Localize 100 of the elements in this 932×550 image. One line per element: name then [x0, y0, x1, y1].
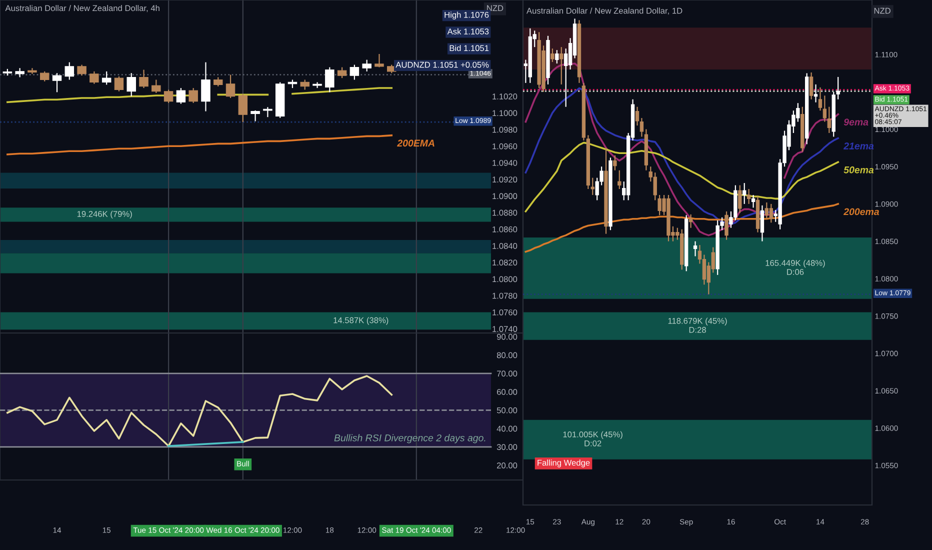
candlestick: [28, 68, 37, 74]
text: Australian Dollar / New Zealand Dollar, 4h: [5, 4, 160, 12]
candlestick: [325, 66, 334, 93]
candlestick: [836, 76, 840, 100]
candlestick: [818, 86, 822, 112]
candlestick: [312, 82, 322, 89]
series-label: 200ema: [843, 208, 880, 216]
candlestick: [769, 203, 773, 224]
series-label: 21ema: [843, 142, 874, 150]
y-tick-label: 90.00: [496, 334, 518, 340]
annotation: High 1.1076: [444, 12, 489, 20]
candlestick: [550, 48, 554, 63]
band-label: 14.587K (38%): [334, 317, 388, 325]
candlestick: [688, 214, 693, 228]
y-tick-label: 20.00: [497, 462, 518, 468]
candlestick: [263, 106, 272, 118]
candlestick: [201, 62, 210, 112]
candlestick: [613, 154, 617, 171]
candlestick: [40, 70, 50, 82]
candlestick: [560, 46, 564, 85]
y-tick-label: 30.00: [496, 444, 518, 450]
band-label: 19.246K (79%): [77, 210, 132, 219]
annotation: AUDNZD 1.1051 +0.05%: [396, 62, 489, 68]
candlestick: [362, 59, 372, 72]
series-label: 50ema: [844, 166, 874, 174]
candlestick: [702, 254, 706, 286]
y-tick-label: 1.0940: [492, 160, 518, 166]
y-tick-label: 40.00: [496, 426, 518, 432]
y-tick-label: 1.0900: [492, 193, 518, 200]
candlestick: [746, 188, 751, 204]
candlestick: [238, 93, 248, 123]
y-tick-label: 70.00: [497, 370, 518, 377]
candlestick: [618, 170, 622, 190]
candlestick: [724, 210, 728, 240]
y-tick-label: 60.00: [497, 389, 518, 395]
candlestick: [250, 110, 260, 122]
candlestick: [300, 79, 310, 90]
candlestick: [764, 202, 769, 220]
y-tick-label: 80.00: [496, 352, 518, 358]
y-tick-label: 1.0820: [492, 260, 518, 266]
candlestick: [653, 172, 657, 201]
y-tick-label: 1.0780: [492, 292, 518, 299]
candlestick: [374, 53, 384, 68]
annotation: Ask 1.1053: [447, 28, 489, 34]
candlestick: [52, 72, 62, 93]
candlestick: [337, 66, 347, 79]
line-series: [524, 203, 839, 253]
series-label: 200EMA: [397, 140, 434, 147]
candlestick: [590, 177, 594, 196]
y-tick-label: 1.0800: [492, 276, 518, 282]
y-tick-label: 50.00: [496, 407, 518, 414]
candlestick: [751, 194, 756, 208]
band-label: 101.005K (45%) D:02: [563, 431, 622, 446]
candlestick: [555, 49, 559, 64]
y-tick-label: 1.0960: [492, 143, 518, 150]
y-tick-label: 1.0880: [492, 210, 518, 216]
y-tick-label: 1.1020: [492, 94, 518, 100]
candlestick: [15, 68, 24, 78]
y-tick-label: 1.1000: [492, 110, 518, 116]
candlestick: [809, 72, 814, 100]
candlestick: [164, 89, 174, 104]
annotation: Bullish RSI Divergence 2 days ago.: [334, 434, 486, 444]
candlestick: [760, 204, 764, 242]
candlestick: [738, 184, 742, 214]
y-tick-label: 1.0760: [492, 309, 518, 316]
candlestick: [742, 182, 746, 204]
candlestick: [114, 76, 124, 92]
candlestick: [214, 76, 223, 87]
band-label: 165.449K (48%) D:06: [766, 260, 825, 275]
candlestick: [640, 117, 644, 138]
candlestick: [814, 84, 818, 103]
candlestick: [176, 87, 186, 104]
candlestick: [102, 70, 112, 86]
annotation: Bid 1.1051: [450, 44, 489, 52]
candlestick: [827, 106, 831, 134]
annotation: Falling Wedge: [538, 460, 590, 468]
y-tick-label: 1.0860: [492, 226, 518, 232]
line-series: [6, 134, 393, 156]
band-label: 118.679K (45%) D:28: [668, 318, 727, 333]
candlestick: [139, 69, 148, 89]
candlestick: [635, 106, 640, 126]
candlestick: [188, 87, 198, 104]
y-tick-label: 1.0840: [492, 243, 518, 249]
text: Australian Dollar / New Zealand Dollar, 1D: [526, 8, 682, 15]
candlestick: [226, 74, 236, 99]
series-label: 9ema: [844, 118, 868, 126]
y-axis-title: NZD: [487, 5, 504, 12]
candlestick: [64, 62, 74, 80]
y-tick-label: 1.0740: [492, 326, 518, 332]
candlestick: [126, 72, 136, 97]
candlestick: [822, 95, 827, 122]
candlestick: [77, 64, 86, 76]
candlestick: [350, 64, 360, 80]
candlestick: [152, 79, 161, 94]
candlestick: [693, 240, 698, 257]
y-tick-label: 1.0920: [492, 176, 518, 182]
y-tick-label: 1.0980: [492, 126, 518, 133]
candlestick: [90, 70, 99, 84]
y-axis-title: NZD: [874, 8, 890, 14]
line-series: [524, 142, 839, 212]
